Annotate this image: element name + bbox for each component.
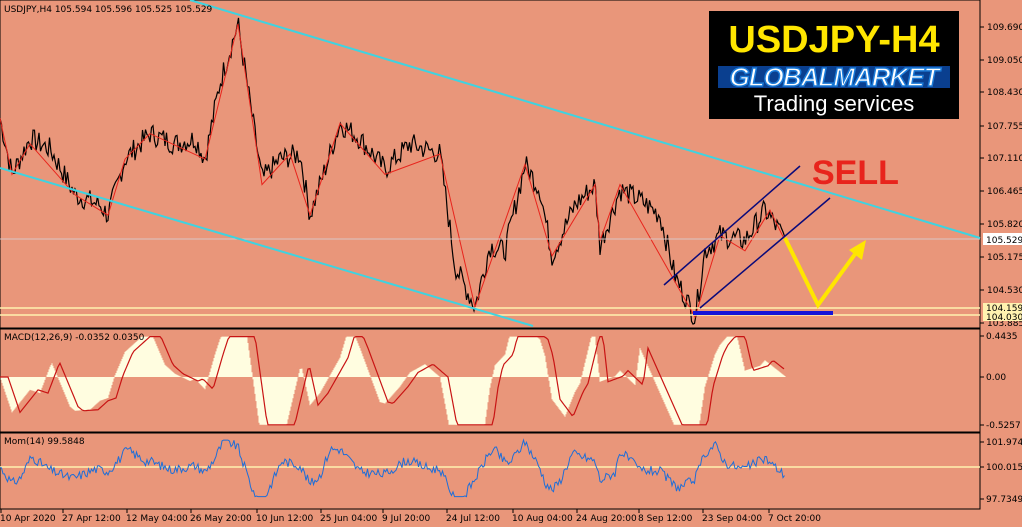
x-tick-label: 8 Sep 12:00: [638, 514, 693, 524]
main-pane: SELL USDJPY-H4 GLOBALMARKET Trading serv…: [0, 0, 1022, 329]
macd-y-axis: 0.4435 0.00 -0.5257: [980, 332, 1021, 431]
x-tick-label: 23 Sep 04:00: [702, 514, 762, 524]
x-tick-label: 12 May 04:00: [126, 514, 188, 524]
momentum-pane-label: Mom(14) 99.5848: [4, 437, 85, 447]
main-y-tick-label: 107.755: [987, 122, 1022, 132]
sell-annotation: SELL: [812, 154, 899, 192]
momentum-line: [0, 438, 785, 498]
main-y-tick-label: 109.690: [987, 23, 1022, 33]
macd-pane-label: MACD(12,26,9) -0.0352 0.0350: [4, 333, 145, 343]
momentum-y-tick-label: 97.7349: [986, 495, 1022, 505]
zigzag-path: [0, 23, 786, 319]
macd-y-tick-label: -0.5257: [986, 421, 1021, 431]
x-tick-label: 24 Aug 20:00: [576, 514, 637, 524]
current-price-label: 105.529: [986, 236, 1022, 246]
macd-signal-path: [0, 336, 785, 426]
main-y-tick-label: 105.175: [987, 253, 1022, 263]
x-tick-label: 7 Oct 20:00: [768, 514, 821, 524]
momentum-pane-frame: [0, 432, 981, 510]
main-y-axis: 109.690 109.050 108.430 107.755 107.110 106.4…: [980, 23, 1022, 329]
macd-signal-line: [0, 336, 785, 426]
price-path: [0, 17, 786, 325]
main-y-tick-label: 109.050: [987, 56, 1022, 66]
macd-y-tick-label: 0.4435: [986, 332, 1018, 342]
x-tick-label: 9 Jul 20:00: [382, 514, 431, 524]
main-y-tick-label: 105.820: [987, 220, 1022, 230]
price-label-upper: 104.159: [986, 304, 1022, 314]
price-tag-upper: [983, 303, 1022, 313]
x-tick-label: 24 Jul 12:00: [446, 514, 500, 524]
main-y-tick-label: 103.885: [987, 319, 1022, 329]
macd-pane: MACD(12,26,9) -0.0352 0.0350 0.4435 0.00 -…: [0, 328, 1021, 433]
x-axis: 10 Apr 2020 27 Apr 12:00 12 May 04:00 26 Ma…: [0, 509, 821, 524]
zigzag-line: [0, 23, 786, 319]
logo-title: USDJPY-H4: [728, 19, 939, 61]
logo-brand: GLOBALMARKET: [730, 62, 942, 92]
macd-y-tick-label: 0.00: [986, 373, 1006, 383]
logo-subtitle: Trading services: [754, 91, 915, 116]
main-y-tick-label: 108.430: [987, 88, 1022, 98]
main-y-tick-label: 104.530: [987, 286, 1022, 296]
main-y-tick-label: 106.465: [987, 187, 1022, 197]
x-tick-label: 27 Apr 12:00: [62, 514, 121, 524]
momentum-y-tick-label: 100.015: [986, 463, 1022, 473]
x-tick-label: 10 Aug 04:00: [512, 514, 573, 524]
rising-channel-bottom: [699, 197, 831, 309]
rising-channel-top: [663, 165, 801, 286]
macd-histogram-path: [0, 336, 786, 425]
x-tick-label: 10 Apr 2020: [0, 514, 56, 524]
downtrend-channel-top: [189, 0, 981, 239]
x-tick-label: 25 Jun 04:00: [320, 514, 377, 524]
current-price-tag: [983, 233, 1022, 245]
price-tag-lower: [983, 311, 1022, 321]
momentum-pane: Mom(14) 99.5848 101.974 100.015 97.7349: [0, 432, 1022, 510]
price-label-lower: 104.030: [986, 313, 1022, 323]
forecast-arrow-head: [849, 240, 866, 260]
x-tick-label: 10 Jun 12:00: [256, 514, 313, 524]
downtrend-channel-bottom: [0, 167, 534, 327]
forecast-arrow: [783, 237, 860, 309]
momentum-y-tick-label: 101.974: [986, 438, 1022, 448]
price-series: [0, 17, 786, 325]
main-y-tick-label: 107.110: [987, 154, 1022, 164]
momentum-path: [0, 438, 785, 498]
momentum-y-axis: 101.974 100.015 97.7349: [980, 438, 1022, 505]
main-pane-label: USDJPY,H4 105.594 105.596 105.525 105.52…: [4, 5, 213, 15]
macd-histogram: [0, 336, 786, 425]
logo-badge: USDJPY-H4 GLOBALMARKET Trading services: [709, 11, 959, 119]
x-tick-label: 26 May 20:00: [190, 514, 252, 524]
